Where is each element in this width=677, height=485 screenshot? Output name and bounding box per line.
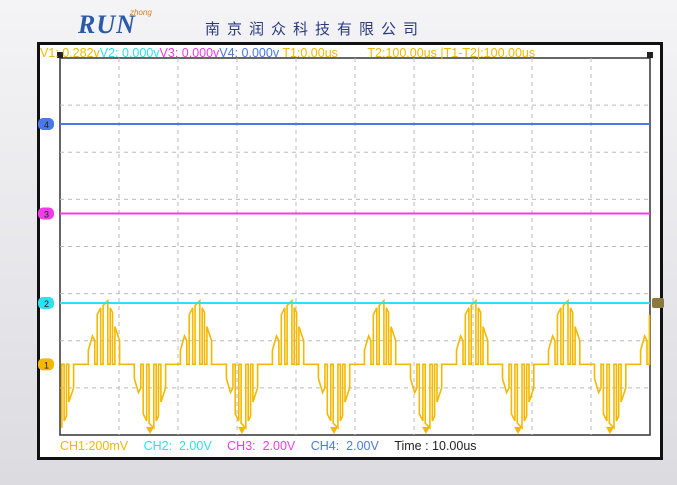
ch1-edge-marker <box>606 427 614 434</box>
ch3-marker-label: 3 <box>44 210 49 220</box>
scope-screen <box>37 42 663 460</box>
channel-scale-bar: CH1:200mV CH2: 2.00V CH3: 2.00V CH4: 2.0… <box>60 439 477 453</box>
ch1-edge-marker <box>422 427 430 434</box>
logo-text: RUN <box>78 10 136 39</box>
ch1-marker-label: 1 <box>44 360 49 370</box>
cursor-readout: V1: 0.282vV2: 0.000vV3: 0.000vV4: 0.000v… <box>40 46 535 60</box>
readout-t2: T2:100.00us <box>367 46 437 60</box>
readout-dt: |T1-T2|:100.00us <box>440 46 536 60</box>
t1-cursor-marker <box>57 52 63 58</box>
readout-v3: V3: 0.000v <box>159 46 220 60</box>
ch1-ground-marker <box>38 358 54 371</box>
company-name: 南京润众科技有限公司 <box>205 20 426 38</box>
timebase: Time : 10.00us <box>394 439 477 453</box>
ch1-edge-marker <box>146 427 154 434</box>
ch4-ground-marker <box>38 117 54 130</box>
readout-v1: V1: 0.282v <box>40 46 100 60</box>
ch2-marker-label: 2 <box>44 299 49 309</box>
ch3-scale: CH3: 2.00V <box>227 439 296 453</box>
ch2-ground-marker <box>38 297 54 310</box>
t2-cursor-marker <box>647 52 653 58</box>
ch3-ground-marker <box>38 207 54 220</box>
readout-t1: T1:0.00us <box>282 46 338 60</box>
ch1-trace <box>60 298 651 430</box>
brand-logo: RUN zhong <box>78 8 188 42</box>
ch1-scale: CH1:200mV <box>60 439 129 453</box>
ch1-edge-marker <box>238 427 246 434</box>
trigger-level-marker <box>652 298 664 309</box>
ch2-scale: CH2: 2.00V <box>143 439 212 453</box>
ch1-edge-marker <box>514 427 522 434</box>
ch4-marker-label: 4 <box>44 120 49 130</box>
ch1-edge-marker <box>330 427 338 434</box>
readout-v2: V2: 0.000v <box>99 46 160 60</box>
logo-subtext: zhong <box>130 8 152 17</box>
readout-v4: V4: 0.000v <box>219 46 280 60</box>
ch4-scale: CH4: 2.00V <box>310 439 379 453</box>
